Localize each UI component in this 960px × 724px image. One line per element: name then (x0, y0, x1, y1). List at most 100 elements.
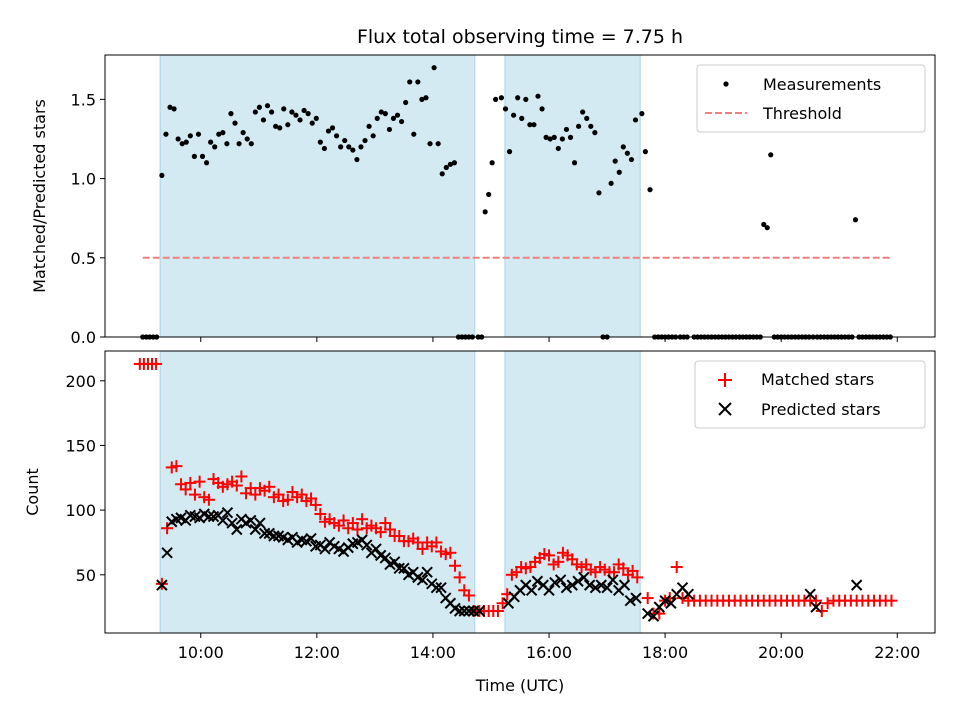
measurement-point (362, 137, 368, 144)
matched-star-point (430, 536, 443, 549)
measurement-point (523, 96, 529, 102)
measurement-point (407, 79, 413, 85)
predicted-star-point (463, 605, 475, 617)
measurement-point (244, 136, 250, 142)
matched-star-point (295, 488, 308, 501)
measurement-point (281, 106, 287, 112)
measurement-point (325, 128, 332, 134)
measurement-point (358, 144, 364, 150)
measurement-point (248, 141, 254, 147)
matched-star-point (356, 513, 369, 526)
measurement-point (482, 209, 488, 215)
matched-star-point (193, 475, 206, 488)
measurement-point (498, 95, 505, 101)
y-tick-label: 1.5 (71, 90, 96, 109)
y-tick-label: 100 (65, 501, 96, 520)
predicted-star-point (578, 571, 590, 584)
predicted-star-point (305, 532, 317, 545)
matched-star-point (249, 488, 262, 501)
measurement-point (220, 130, 226, 136)
measurement-point (366, 123, 372, 129)
measurement-point (293, 112, 299, 118)
measurement-point (187, 133, 193, 139)
observing-window (504, 54, 641, 338)
predicted-stars-points (156, 506, 863, 622)
measurement-point (612, 158, 618, 164)
predicted-star-point (203, 510, 215, 523)
measurement-point (321, 145, 327, 152)
measurement-point (632, 117, 639, 123)
x-tick-label: 20:00 (758, 643, 804, 662)
measurement-point (493, 96, 499, 102)
matched-star-point (670, 561, 683, 574)
measurement-point (506, 149, 513, 155)
matched-star-point (444, 546, 457, 559)
measurement-point (333, 133, 340, 139)
measurement-point (236, 141, 242, 147)
measurement-point (576, 123, 582, 129)
top-y-ticks: 0.0 0.5 1.0 1.5 (71, 90, 105, 347)
y-tick-label: 50 (76, 566, 96, 585)
matched-star-point (608, 566, 621, 579)
top-legend: Measurements Threshold (696, 64, 926, 133)
measurement-point (232, 120, 238, 126)
measurement-point (224, 141, 230, 147)
measurement-point (171, 106, 177, 112)
matched-star-point (676, 592, 689, 605)
measurement-point (592, 130, 598, 136)
matched-star-point (631, 571, 644, 584)
predicted-star-point (595, 579, 607, 591)
matched-star-point (150, 357, 163, 370)
legend-marker-predicted (718, 402, 732, 416)
measurement-point (628, 156, 635, 163)
measurement-point (386, 126, 393, 133)
observing-window (159, 54, 476, 338)
measurement-point (203, 160, 210, 166)
observing-window (159, 350, 476, 634)
measurement-point (382, 111, 388, 117)
legend-marker-matched (718, 373, 732, 387)
measurement-point (346, 144, 352, 150)
matched-star-point (617, 562, 630, 575)
measurement-point (620, 144, 626, 150)
measurement-point (531, 122, 537, 128)
measurement-point (289, 109, 295, 115)
predicted-star-point (810, 601, 822, 613)
measurement-point (535, 93, 541, 99)
predicted-star-point (258, 527, 271, 540)
measurement-point (240, 130, 246, 136)
measurement-point (313, 115, 319, 121)
predicted-star-point (388, 556, 401, 568)
measurement-point (616, 169, 622, 175)
predicted-star-point (589, 582, 602, 594)
measurement-point (277, 125, 283, 131)
x-tick-label: 16:00 (526, 643, 572, 662)
matched-star-point (305, 492, 318, 505)
x-tick-label: 10:00 (178, 643, 224, 662)
predicted-star-point (430, 582, 443, 594)
measurement-point (415, 79, 421, 85)
matched-star-point (170, 460, 183, 473)
predicted-star-point (226, 517, 238, 529)
measurement-point (624, 150, 630, 156)
predicted-star-point (647, 610, 660, 622)
measurement-point (268, 109, 275, 115)
measurement-point (639, 111, 645, 117)
chart-title: Flux total observing time = 7.75 h (357, 26, 683, 48)
measurement-point (647, 187, 653, 193)
measurement-point (486, 191, 492, 198)
y-tick-label: 200 (65, 372, 96, 391)
x-axis-label: Time (UTC) (475, 676, 564, 695)
measurement-point (551, 134, 557, 140)
predicted-star-point (607, 574, 619, 586)
predicted-star-point (531, 575, 544, 587)
predicted-star-point (601, 582, 613, 594)
measurement-point (439, 171, 445, 177)
matched-star-point (496, 597, 509, 610)
predicted-star-point (319, 543, 331, 555)
measurement-point (370, 133, 376, 139)
predicted-star-point (525, 584, 538, 597)
y-tick-label: 0.0 (71, 328, 96, 347)
matched-star-point (383, 523, 396, 536)
